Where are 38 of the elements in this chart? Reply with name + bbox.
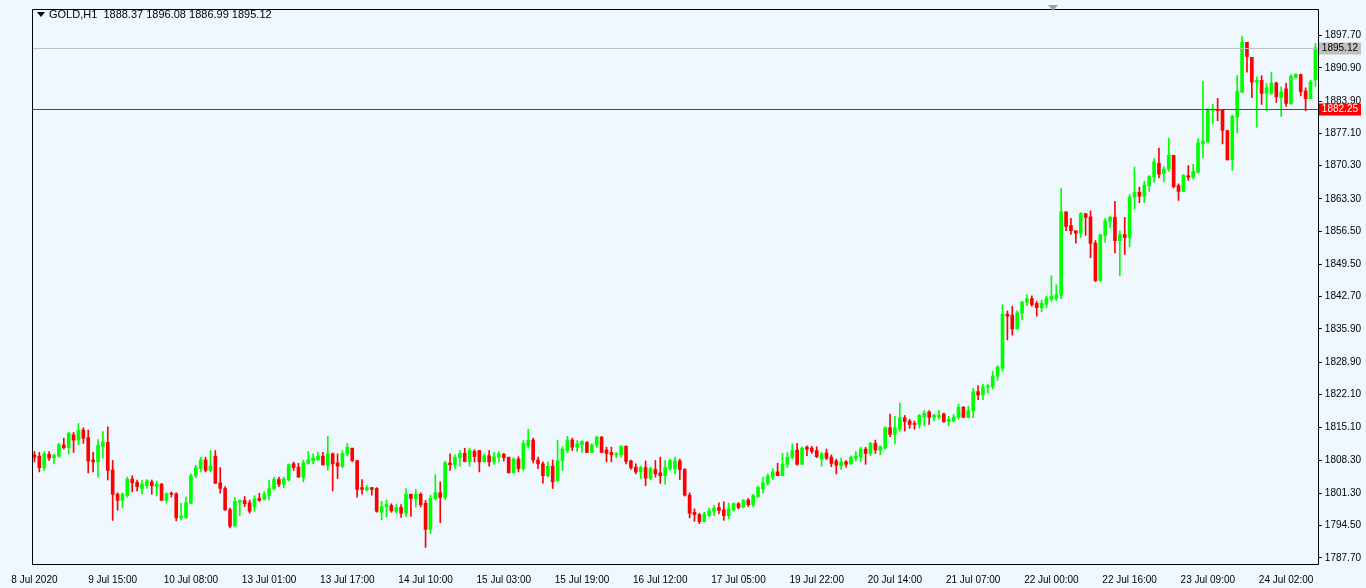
- y-tick-label: 1877.10: [1324, 127, 1362, 139]
- x-tick-label: 20 Jul 14:00: [867, 573, 923, 585]
- x-tick-label: 15 Jul 19:00: [554, 573, 610, 585]
- y-tick-label: 1870.30: [1324, 159, 1362, 171]
- x-tick-label: 24 Jul 02:00: [1258, 573, 1314, 585]
- x-tick-label: 17 Jul 05:00: [711, 573, 767, 585]
- y-tick-label: 1794.50: [1324, 519, 1362, 531]
- y-tick-label: 1808.30: [1324, 453, 1362, 465]
- y-tick-label: 1828.90: [1324, 355, 1362, 367]
- y-tick-label: 1815.10: [1324, 421, 1362, 433]
- x-tick-label: 10 Jul 08:00: [163, 573, 219, 585]
- x-tick-label: 15 Jul 03:00: [476, 573, 532, 585]
- y-tick-label: 1835.90: [1324, 322, 1362, 334]
- x-tick-label: 16 Jul 12:00: [633, 573, 688, 585]
- x-tick-label: 22 Jul 00:00: [1024, 573, 1080, 585]
- y-tick-label: 1822.10: [1324, 388, 1362, 400]
- x-tick-label: 14 Jul 10:00: [398, 573, 454, 585]
- ref-line-label: 1895.12: [1321, 42, 1359, 54]
- x-tick-label: 22 Jul 16:00: [1102, 573, 1158, 585]
- x-tick-label: 13 Jul 17:00: [320, 573, 376, 585]
- x-tick-label: 23 Jul 09:00: [1180, 573, 1236, 585]
- candlestick: [506, 456, 511, 474]
- y-tick-label: 1849.50: [1324, 258, 1362, 270]
- y-tick-label: 1897.70: [1324, 29, 1362, 41]
- ref-line-label: 1882.25: [1321, 103, 1359, 115]
- x-tick-label: 19 Jul 22:00: [789, 573, 845, 585]
- y-tick-label: 1863.30: [1324, 192, 1362, 204]
- chart-title: GOLD,H1 1888.37 1896.08 1886.99 1895.12: [49, 8, 272, 20]
- x-tick-label: 21 Jul 07:00: [945, 573, 1001, 585]
- y-tick-label: 1842.70: [1324, 290, 1362, 302]
- x-tick-label: 9 Jul 15:00: [88, 573, 138, 585]
- x-tick-label: 13 Jul 01:00: [241, 573, 297, 585]
- y-tick-label: 1801.30: [1324, 487, 1362, 499]
- y-tick-label: 1856.50: [1324, 224, 1362, 236]
- x-tick-label: 8 Jul 2020: [11, 573, 58, 585]
- y-tick-label: 1787.70: [1324, 551, 1362, 563]
- y-tick-label: 1883.90: [1324, 94, 1362, 106]
- y-tick-label: 1890.90: [1324, 61, 1362, 73]
